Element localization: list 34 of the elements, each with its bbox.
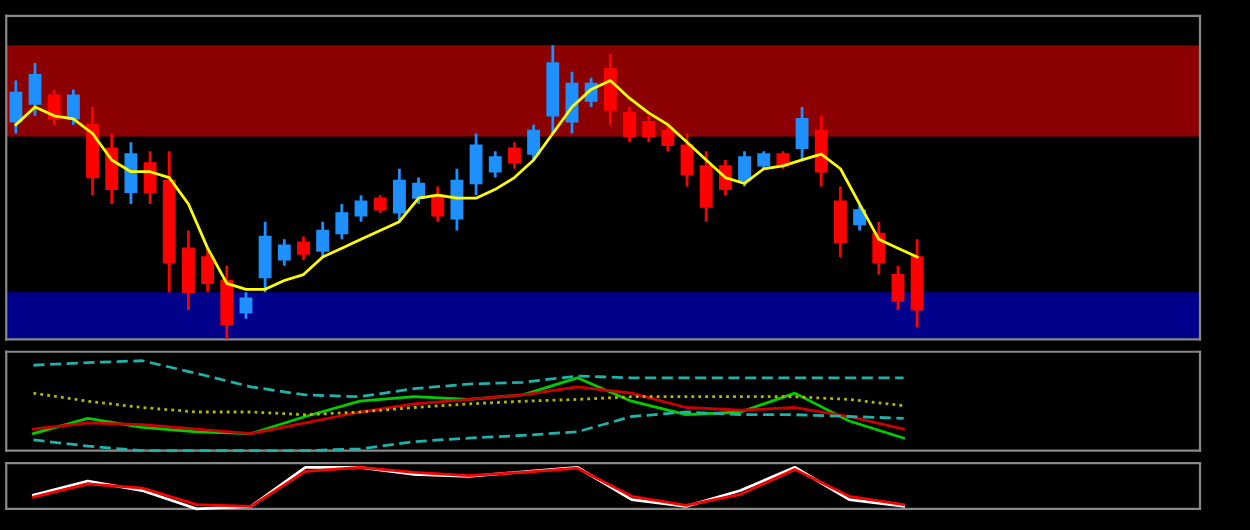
candlestick — [9, 79, 23, 135]
candlestick — [239, 290, 253, 321]
candlestick — [66, 88, 80, 127]
candlestick — [853, 202, 867, 232]
candlestick — [28, 61, 42, 118]
candlestick — [450, 167, 464, 232]
candlestick — [623, 105, 636, 144]
candlestick — [392, 167, 406, 224]
candlestick — [412, 176, 425, 206]
candlestick — [124, 140, 138, 206]
candlestick — [488, 149, 502, 179]
candlestick — [603, 52, 617, 127]
candlestick — [507, 140, 521, 171]
candlestick — [201, 246, 215, 294]
candlestick — [277, 237, 291, 268]
candlestick — [181, 229, 195, 312]
candlestick — [105, 132, 119, 206]
candlestick — [738, 149, 752, 188]
candlestick — [699, 149, 713, 224]
candlestick — [795, 105, 809, 162]
candlestick — [661, 123, 675, 153]
candlestick — [316, 220, 330, 259]
candlestick — [143, 149, 157, 206]
candlestick — [527, 123, 541, 162]
candlestick — [814, 114, 828, 188]
candlestick — [335, 202, 349, 241]
candlestick — [642, 114, 656, 144]
candlestick — [891, 264, 905, 312]
candlestick — [297, 234, 310, 262]
candlestick — [220, 264, 234, 340]
candlestick — [469, 132, 483, 197]
candlestick — [833, 185, 847, 259]
candlestick — [354, 193, 368, 224]
candlestick — [258, 220, 272, 294]
